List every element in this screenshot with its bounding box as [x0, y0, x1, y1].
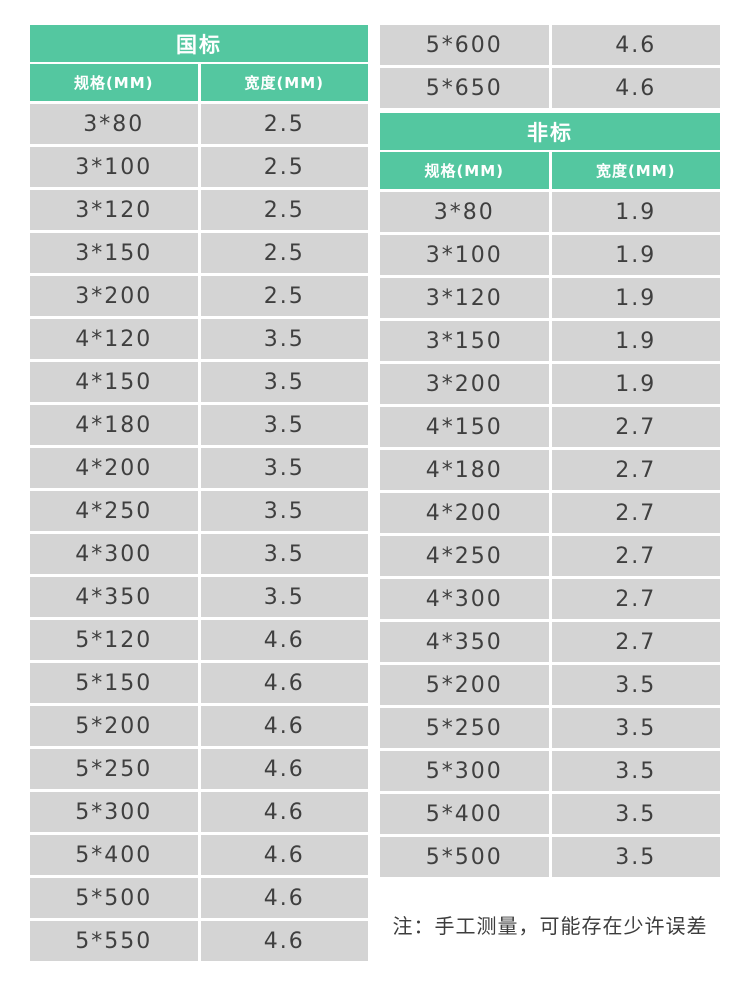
spec-cell: 5*300 [30, 792, 198, 832]
spec-cell: 3*200 [380, 364, 549, 404]
spec-cell: 4*180 [30, 405, 198, 445]
width-cell: 3.5 [200, 319, 368, 359]
spec-cell: 4*350 [30, 577, 198, 617]
spec-cell: 3*80 [380, 192, 549, 232]
width-cell: 4.6 [551, 68, 720, 108]
spec-cell: 5*600 [380, 25, 549, 65]
width-cell: 3.5 [200, 362, 368, 402]
spec-cell: 4*300 [380, 579, 549, 619]
spec-cell: 5*500 [380, 837, 549, 877]
width-cell: 2.7 [551, 622, 720, 662]
spec-cell: 5*200 [30, 706, 198, 746]
width-cell: 4.6 [200, 749, 368, 789]
guobiao-width-column-header: 宽度(MM) [200, 64, 368, 101]
width-cell: 3.5 [200, 491, 368, 531]
width-cell: 2.5 [200, 276, 368, 316]
spec-cell: 5*120 [30, 620, 198, 660]
width-cell: 3.5 [551, 837, 720, 877]
spec-cell: 3*150 [30, 233, 198, 273]
width-cell: 2.5 [200, 104, 368, 144]
spec-cell: 4*250 [380, 536, 549, 576]
spec-cell: 5*300 [380, 751, 549, 791]
spec-cell: 3*100 [30, 147, 198, 187]
width-cell: 4.6 [200, 620, 368, 660]
width-cell: 4.6 [200, 835, 368, 875]
width-cell: 2.7 [551, 450, 720, 490]
width-cell: 3.5 [200, 534, 368, 574]
spec-cell: 5*650 [380, 68, 549, 108]
feibiao-table: 非标 规格(MM) 宽度(MM) 3*80 1.9 3*100 1.9 3*120 1.9… [380, 113, 720, 877]
spec-cell: 5*200 [380, 665, 549, 705]
spec-cell: 3*120 [380, 278, 549, 318]
spec-cell: 3*150 [380, 321, 549, 361]
spec-cell: 3*120 [30, 190, 198, 230]
feibiao-table-title: 非标 [380, 113, 720, 150]
spec-cell: 5*250 [30, 749, 198, 789]
width-cell: 2.7 [551, 493, 720, 533]
width-cell: 3.5 [200, 577, 368, 617]
spec-cell: 4*180 [380, 450, 549, 490]
width-cell: 1.9 [551, 321, 720, 361]
width-cell: 3.5 [200, 405, 368, 445]
width-cell: 4.6 [200, 921, 368, 961]
feibiao-table-body: 3*80 1.9 3*100 1.9 3*120 1.9 3*150 1.9 3*200 1.9 4… [380, 192, 720, 877]
guobiao-table: 国标 规格(MM) 宽度(MM) 3*80 2.5 3*100 2.5 3*120 2.5… [30, 25, 368, 961]
measurement-note: 注：手工测量，可能存在少许误差 [392, 914, 708, 938]
guobiao-spec-column-header: 规格(MM) [30, 64, 198, 101]
guobiao-continuation-rows: 5*600 4.6 5*650 4.6 [380, 25, 720, 108]
right-column: 5*600 4.6 5*650 4.6 非标 规格(MM) 宽度(MM) 3*80 1.… [380, 25, 720, 939]
width-cell: 4.6 [200, 792, 368, 832]
spec-cell: 4*200 [380, 493, 549, 533]
width-cell: 3.5 [551, 708, 720, 748]
width-cell: 4.6 [200, 706, 368, 746]
guobiao-table-title: 国标 [30, 25, 368, 62]
width-cell: 1.9 [551, 235, 720, 275]
width-cell: 2.5 [200, 147, 368, 187]
width-cell: 1.9 [551, 278, 720, 318]
spec-cell: 5*400 [380, 794, 549, 834]
spec-cell: 5*500 [30, 878, 198, 918]
width-cell: 2.5 [200, 233, 368, 273]
spec-cell: 3*200 [30, 276, 198, 316]
spec-cell: 5*400 [30, 835, 198, 875]
width-cell: 2.5 [200, 190, 368, 230]
width-cell: 1.9 [551, 192, 720, 232]
feibiao-table-grid: 规格(MM) 宽度(MM) [380, 152, 720, 189]
width-cell: 2.7 [551, 536, 720, 576]
width-cell: 3.5 [551, 751, 720, 791]
width-cell: 3.5 [551, 665, 720, 705]
spec-cell: 5*250 [380, 708, 549, 748]
spec-cell: 4*150 [380, 407, 549, 447]
spec-cell: 4*150 [30, 362, 198, 402]
width-cell: 4.6 [200, 663, 368, 703]
spec-cell: 4*350 [380, 622, 549, 662]
guobiao-table-body: 3*80 2.5 3*100 2.5 3*120 2.5 3*150 2.5 3*200 2.5 4… [30, 104, 368, 961]
spec-cell: 3*80 [30, 104, 198, 144]
width-cell: 3.5 [200, 448, 368, 488]
spec-cell: 4*300 [30, 534, 198, 574]
width-cell: 4.6 [551, 25, 720, 65]
feibiao-width-column-header: 宽度(MM) [551, 152, 720, 189]
feibiao-spec-column-header: 规格(MM) [380, 152, 549, 189]
width-cell: 2.7 [551, 579, 720, 619]
spec-cell: 4*250 [30, 491, 198, 531]
spec-cell: 4*120 [30, 319, 198, 359]
spec-cell: 4*200 [30, 448, 198, 488]
width-cell: 3.5 [551, 794, 720, 834]
spec-cell: 5*150 [30, 663, 198, 703]
spec-cell: 5*550 [30, 921, 198, 961]
spec-cell: 3*100 [380, 235, 549, 275]
width-cell: 2.7 [551, 407, 720, 447]
width-cell: 4.6 [200, 878, 368, 918]
guobiao-table-grid: 规格(MM) 宽度(MM) [30, 64, 368, 101]
width-cell: 1.9 [551, 364, 720, 404]
